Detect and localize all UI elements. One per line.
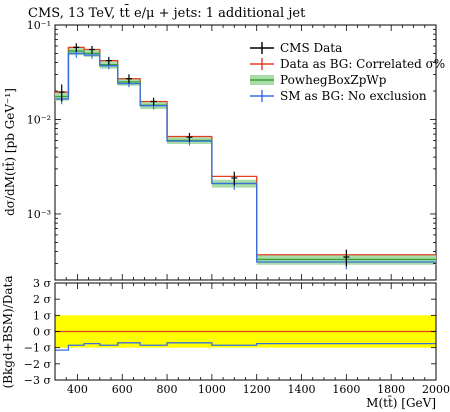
x-tick-label: 1600 — [332, 383, 360, 396]
legend-entry-label: Data as BG: Correlated σ% — [280, 57, 445, 71]
main-y-tick-label: 10⁻¹ — [27, 19, 51, 32]
x-tick-label: 1400 — [288, 383, 316, 396]
ratio-series — [55, 342, 436, 351]
main-panel: 10⁻³ 10⁻² 10⁻¹ CMS Data Data as BG: Correla… — [27, 19, 445, 281]
legend-entry-label: CMS Data — [280, 41, 342, 55]
ratio-y-tick-label: 2 σ — [33, 293, 51, 306]
x-tick-label: 1800 — [377, 383, 405, 396]
main-y-tick-label: 10⁻² — [27, 113, 51, 126]
legend: CMS Data Data as BG: Correlated σ% PowhegB… — [250, 41, 445, 103]
ratio-y-tick-label: 0 σ — [33, 326, 51, 339]
x-ticks: 400 600 800 1000 1200 1400 1600 1800 2000 — [54, 25, 450, 396]
main-y-ticks: 10⁻³ 10⁻² 10⁻¹ — [27, 19, 436, 281]
ratio-y-tick-label: −3 σ — [24, 374, 52, 387]
ratio-y-tick-label: 1 σ — [33, 309, 51, 322]
legend-entry-label: PowhegBoxZpWp — [280, 73, 387, 87]
ratio-y-tick-label: −2 σ — [24, 358, 52, 371]
ratio-y-tick-label: −1 σ — [24, 342, 52, 355]
ratio-y-tick-label: 3 σ — [33, 277, 51, 290]
ratio-step-line — [55, 342, 436, 351]
x-tick-label: 400 — [67, 383, 88, 396]
x-tick-label: 1000 — [198, 383, 226, 396]
x-tick-label: 800 — [157, 383, 178, 396]
x-tick-label: 2000 — [422, 383, 450, 396]
ratio-y-ticks: 3 σ 2 σ 1 σ 0 σ −1 σ −2 σ −3 σ — [24, 277, 436, 387]
x-tick-label: 1200 — [243, 383, 271, 396]
main-y-axis-title: dσ/dM(tt̄) [pb GeV⁻¹] — [1, 88, 17, 216]
line-layer — [55, 43, 436, 270]
ratio-panel: 3 σ 2 σ 1 σ 0 σ −1 σ −2 σ −3 σ — [24, 277, 437, 387]
x-axis-title: M(tt̄) [GeV] — [366, 394, 436, 410]
chart-title: CMS, 13 TeV, tt̄ e/μ + jets: 1 additiona… — [28, 4, 306, 21]
legend-entry-label: SM as BG: No exclusion — [280, 89, 427, 103]
x-tick-label: 600 — [112, 383, 133, 396]
main-y-tick-label: 10⁻³ — [27, 208, 51, 221]
ratio-y-axis-title: (Bkgd+BSM)/Data — [1, 276, 15, 389]
